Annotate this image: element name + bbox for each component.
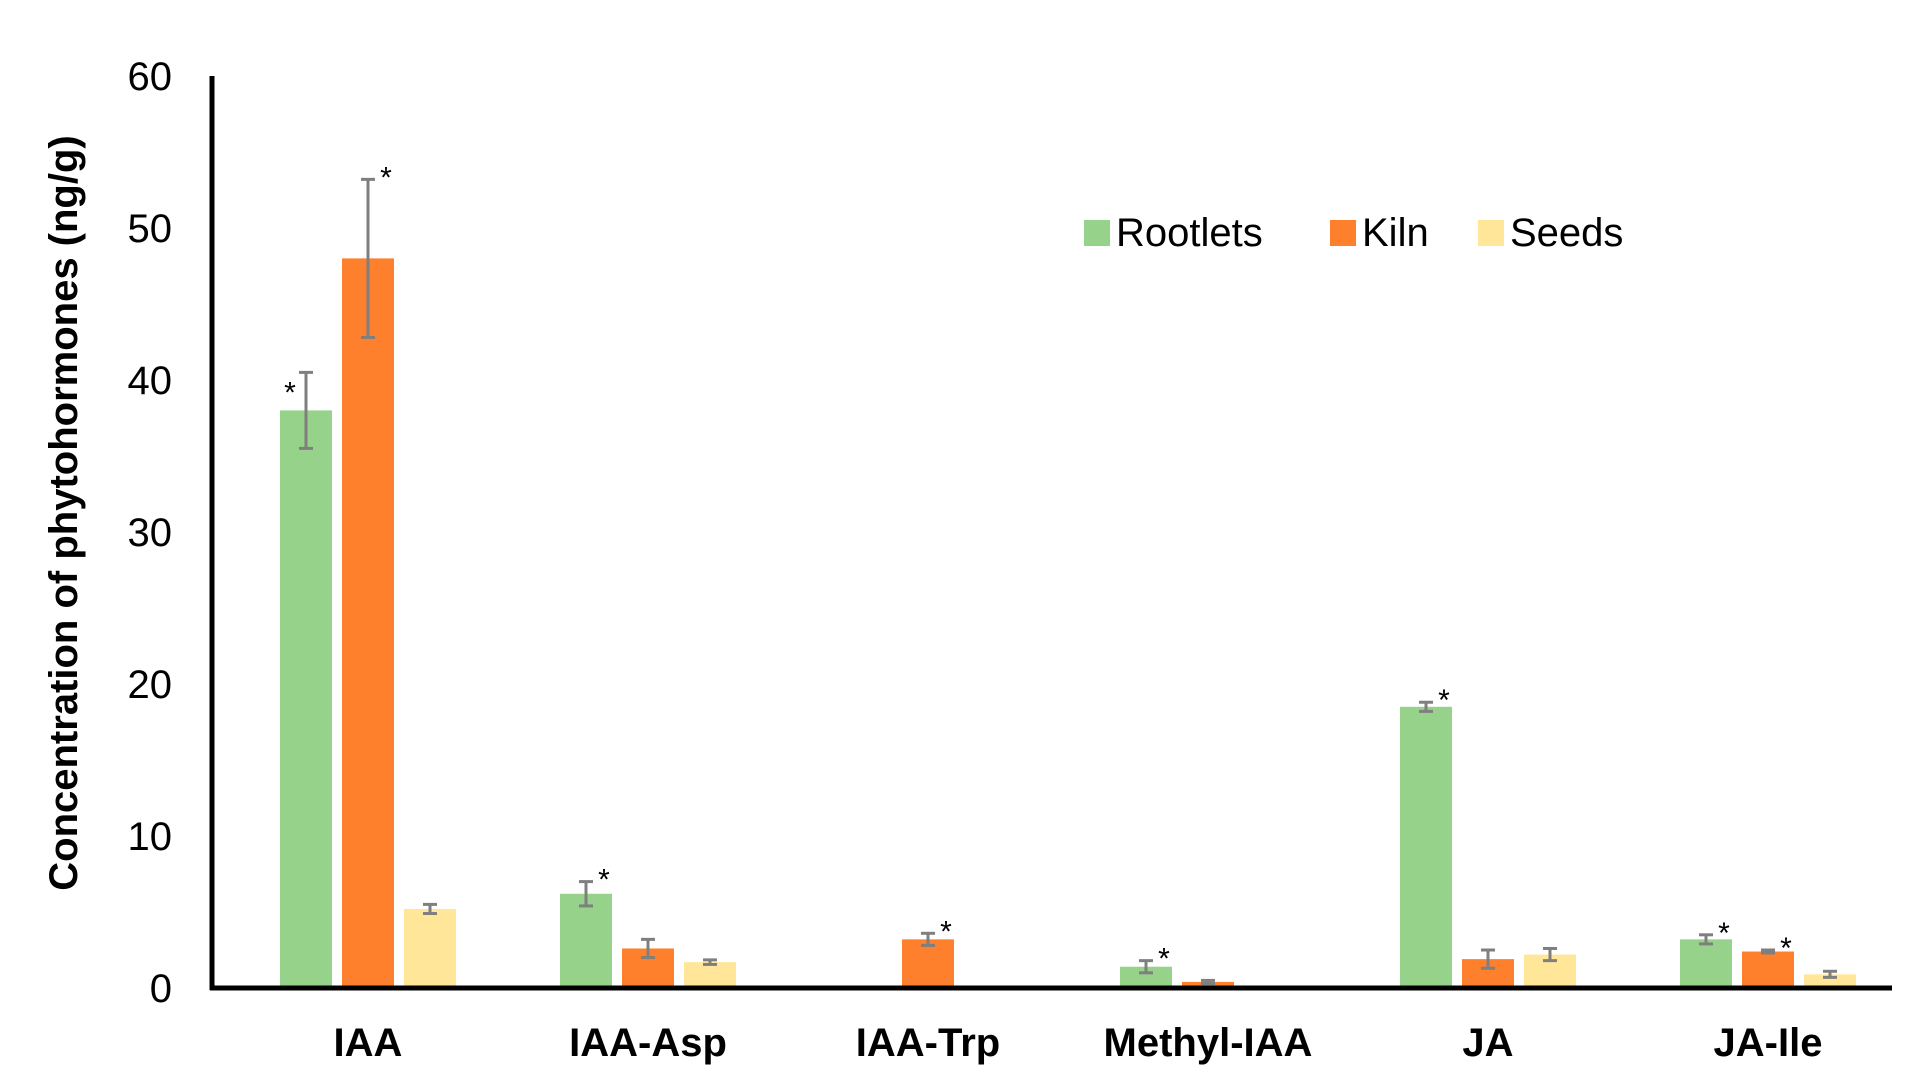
bar-seeds-iaa xyxy=(404,908,456,988)
error-bar xyxy=(1481,948,1495,970)
legend: Rootlets Kiln Seeds xyxy=(1084,211,1623,255)
significance-marker: * xyxy=(1718,917,1730,950)
error-bar xyxy=(1139,959,1153,975)
bar-seeds-iaa-asp xyxy=(684,962,736,988)
category-label: JA-Ile xyxy=(1714,1021,1823,1065)
significance-marker: * xyxy=(1438,684,1450,717)
bar-seeds-ja-ile xyxy=(1804,974,1856,988)
y-tick-label: 0 xyxy=(150,967,172,1011)
error-bar xyxy=(361,177,375,339)
error-bar xyxy=(299,370,313,450)
error-bar xyxy=(1823,969,1837,979)
legend-swatch-kiln xyxy=(1330,220,1356,246)
legend-label-seeds: Seeds xyxy=(1510,211,1623,255)
error-bars xyxy=(299,177,1837,985)
error-bar xyxy=(921,931,935,947)
bar-rootlets-iaa-asp xyxy=(560,893,612,988)
y-tick-label: 60 xyxy=(128,55,173,99)
error-bar xyxy=(1699,933,1713,946)
significance-marker: * xyxy=(1780,932,1792,965)
category-label: Methyl-IAA xyxy=(1104,1021,1313,1065)
significance-marker: * xyxy=(940,915,952,948)
bar-kiln-iaa xyxy=(342,258,394,988)
y-tick-label: 50 xyxy=(128,207,173,251)
bar-rootlets-iaa xyxy=(280,410,332,988)
significance-marker: * xyxy=(380,161,392,194)
error-bar xyxy=(641,937,655,960)
legend-label-kiln: Kiln xyxy=(1362,211,1429,255)
category-label: IAA-Trp xyxy=(856,1021,1000,1065)
bar-kiln-methyl-iaa xyxy=(1182,981,1234,988)
category-label: IAA-Asp xyxy=(569,1021,727,1065)
bars xyxy=(280,258,1856,988)
error-bar xyxy=(703,958,717,966)
error-bar xyxy=(1419,700,1433,713)
significance-marker: * xyxy=(598,864,610,897)
y-axis-title: Concentration of phytohormones (ng/g) xyxy=(42,135,86,891)
bar-rootlets-ja-ile xyxy=(1680,939,1732,988)
error-bar xyxy=(1543,946,1557,963)
y-axis-ticks: 0 10 20 30 40 50 60 xyxy=(128,55,173,1011)
error-bar xyxy=(1761,948,1775,955)
error-bar xyxy=(1201,978,1215,985)
category-labels: IAA IAA-Asp IAA-Trp Methyl-IAA JA JA-Ile xyxy=(334,1021,1823,1065)
bar-rootlets-ja xyxy=(1400,706,1452,988)
bar-kiln-ja-ile xyxy=(1742,951,1794,988)
legend-swatch-seeds xyxy=(1478,220,1504,246)
category-label: IAA xyxy=(334,1021,403,1065)
y-tick-label: 20 xyxy=(128,663,173,707)
significance-marker: * xyxy=(1158,943,1170,976)
error-bar xyxy=(423,902,437,916)
significance-markers: * * * * * * * * xyxy=(284,161,1792,975)
bar-rootlets-methyl-iaa xyxy=(1120,966,1172,988)
y-tick-label: 40 xyxy=(128,359,173,403)
y-tick-label: 30 xyxy=(128,511,173,555)
significance-marker: * xyxy=(284,376,296,409)
y-tick-label: 10 xyxy=(128,815,173,859)
legend-swatch-rootlets xyxy=(1084,220,1110,246)
bar-kiln-iaa-trp xyxy=(902,939,954,988)
legend-label-rootlets: Rootlets xyxy=(1116,211,1263,255)
error-bar xyxy=(579,880,593,908)
axes xyxy=(209,76,1892,991)
category-label: JA xyxy=(1462,1021,1513,1065)
